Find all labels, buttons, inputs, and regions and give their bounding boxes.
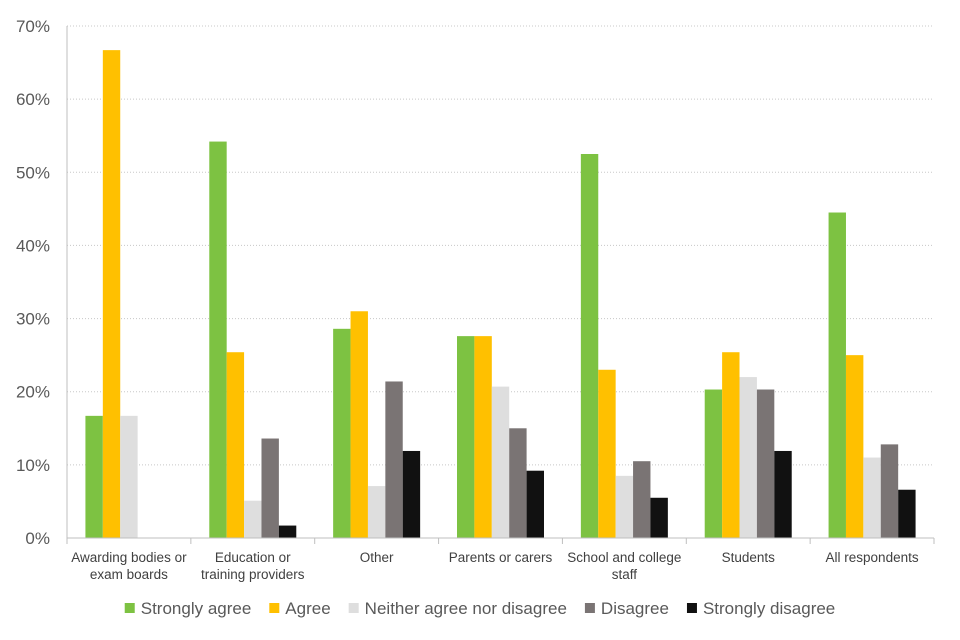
legend-swatch bbox=[124, 603, 135, 613]
y-tick-label: 70% bbox=[16, 17, 50, 36]
bar-strongly-disagree-parents-or-carers bbox=[526, 470, 544, 538]
bar-agree-education-or-training-providers bbox=[226, 352, 245, 538]
bar-neither-agree-nor-disagree-school-and-college-staff bbox=[615, 475, 634, 538]
bar-disagree-school-and-college-staff bbox=[633, 461, 651, 538]
bar-strongly-disagree-students bbox=[774, 450, 792, 538]
x-category-label-line: training providers bbox=[201, 567, 305, 582]
x-category-label-line: staff bbox=[612, 567, 638, 582]
legend-item-strongly-disagree: Strongly disagree bbox=[686, 599, 835, 618]
legend-swatch bbox=[269, 603, 280, 613]
bar-neither-agree-nor-disagree-education-or-training-providers bbox=[244, 500, 262, 538]
bar-strongly-disagree-education-or-training-providers bbox=[278, 525, 297, 538]
bar-neither-agree-nor-disagree-awarding-bodies-or-exam-boards bbox=[120, 415, 138, 538]
bar-neither-agree-nor-disagree-other bbox=[367, 486, 386, 538]
bar-agree-students bbox=[722, 352, 740, 538]
bar-strongly-agree-all-respondents bbox=[828, 212, 846, 538]
y-tick-label: 10% bbox=[16, 456, 50, 475]
legend-swatch bbox=[686, 603, 697, 613]
x-category-label-line: All respondents bbox=[826, 550, 919, 565]
bar-strongly-agree-other bbox=[333, 328, 351, 538]
y-tick-label: 0% bbox=[25, 529, 50, 548]
bar-neither-agree-nor-disagree-students bbox=[739, 377, 757, 538]
x-category-label-line: Awarding bodies or bbox=[71, 550, 187, 565]
bar-strongly-agree-students bbox=[704, 389, 723, 538]
y-tick-label: 20% bbox=[16, 383, 50, 402]
bar-strongly-disagree-school-and-college-staff bbox=[650, 497, 668, 538]
bar-disagree-students bbox=[756, 389, 775, 538]
bar-disagree-parents-or-carers bbox=[509, 428, 527, 538]
bar-series-group bbox=[85, 50, 916, 538]
x-category-label-line: Students bbox=[722, 550, 776, 565]
x-category-label-line: School and college bbox=[567, 550, 681, 565]
legend-swatch bbox=[584, 603, 595, 613]
x-category-label: School and college staff bbox=[567, 550, 681, 582]
y-tick-label: 30% bbox=[16, 310, 50, 329]
legend-label: Strongly disagree bbox=[703, 599, 835, 618]
bar-agree-parents-or-carers bbox=[474, 336, 492, 538]
x-category-label: Awarding bodies or exam boards bbox=[71, 550, 187, 582]
legend-item-neither-agree-nor-disagree: Neither agree nor disagree bbox=[348, 599, 567, 618]
x-category-label-line: Other bbox=[360, 550, 394, 565]
x-category-label: All respondents bbox=[826, 550, 919, 565]
legend-item-disagree: Disagree bbox=[584, 599, 669, 618]
legend-label: Disagree bbox=[601, 599, 669, 618]
bar-strongly-disagree-other bbox=[402, 450, 421, 538]
bar-agree-all-respondents bbox=[845, 355, 864, 538]
legend-item-agree: Agree bbox=[269, 599, 331, 618]
y-tick-label: 40% bbox=[16, 236, 50, 255]
bar-disagree-education-or-training-providers bbox=[261, 438, 279, 538]
bar-disagree-all-respondents bbox=[880, 444, 899, 538]
bar-strongly-agree-education-or-training-providers bbox=[209, 141, 227, 538]
x-category-label-line: Parents or carers bbox=[449, 550, 553, 565]
legend-label: Strongly agree bbox=[141, 599, 252, 618]
bar-agree-awarding-bodies-or-exam-boards bbox=[102, 50, 121, 538]
x-category-label-line: Education or bbox=[215, 550, 291, 565]
x-axis: Awarding bodies or exam boards Education o… bbox=[66, 537, 935, 582]
legend-label: Agree bbox=[285, 599, 330, 618]
x-category-label-line: exam boards bbox=[90, 567, 168, 582]
legend-swatch bbox=[348, 603, 359, 613]
bar-neither-agree-nor-disagree-parents-or-carers bbox=[491, 386, 510, 538]
bar-strongly-agree-school-and-college-staff bbox=[580, 154, 599, 538]
x-category-label: Parents or carers bbox=[449, 550, 553, 565]
bar-strongly-agree-parents-or-carers bbox=[457, 336, 475, 538]
bar-strongly-agree-awarding-bodies-or-exam-boards bbox=[85, 415, 103, 538]
legend-item-strongly-agree: Strongly agree bbox=[124, 599, 252, 618]
bar-disagree-other bbox=[385, 381, 403, 538]
bar-agree-other bbox=[350, 311, 368, 538]
x-category-label: Education or training providers bbox=[201, 550, 305, 582]
y-tick-label: 50% bbox=[16, 163, 50, 182]
y-tick-label: 60% bbox=[16, 90, 50, 109]
y-axis: 0% 10% 20% 30% 40% 50% 60% 70% bbox=[16, 17, 68, 548]
legend: Strongly agree Agree Neither agree nor dis… bbox=[124, 599, 835, 618]
x-category-label: Other bbox=[360, 550, 394, 565]
legend-label: Neither agree nor disagree bbox=[365, 599, 567, 618]
bar-neither-agree-nor-disagree-all-respondents bbox=[863, 457, 881, 538]
x-category-label: Students bbox=[722, 550, 776, 565]
bar-agree-school-and-college-staff bbox=[598, 369, 616, 538]
bar-strongly-disagree-all-respondents bbox=[898, 489, 916, 538]
